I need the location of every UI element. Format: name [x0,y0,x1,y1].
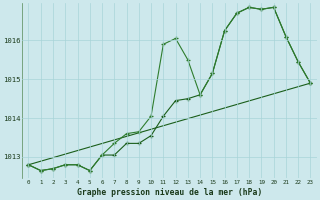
X-axis label: Graphe pression niveau de la mer (hPa): Graphe pression niveau de la mer (hPa) [77,188,262,197]
